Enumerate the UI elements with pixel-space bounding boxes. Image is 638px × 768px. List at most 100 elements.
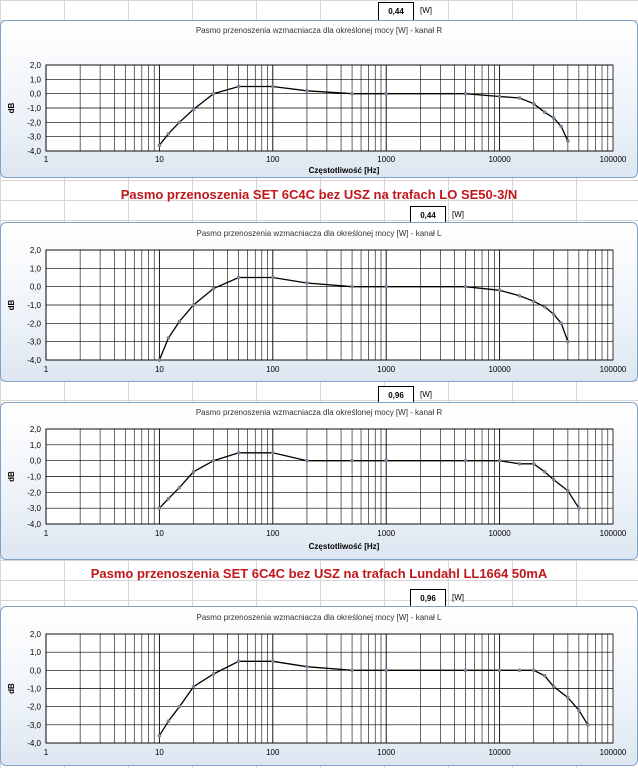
data-point — [191, 107, 196, 112]
y-tick-label: 2,0 — [30, 630, 42, 639]
data-point — [305, 89, 309, 93]
heading-lundahl: Pasmo przenoszenia SET 6C4C bez USZ na t… — [90, 566, 548, 581]
data-point — [531, 462, 536, 466]
y-tick-label: -1,0 — [27, 685, 41, 694]
data-point — [236, 450, 241, 455]
x-tick-label: 1000 — [377, 748, 395, 757]
data-point — [166, 132, 171, 136]
y-tick-label: 1,0 — [30, 648, 42, 657]
chart-title: Pasmo przenoszenia wzmacniacza dla okreś… — [197, 229, 443, 238]
chart-3-svg: Pasmo przenoszenia wzmacniacza dla okreś… — [7, 408, 627, 551]
y-tick-label: -2,0 — [27, 703, 41, 712]
chart-1-channel-r: Pasmo przenoszenia wzmacniacza dla okreś… — [0, 20, 638, 178]
y-tick-label: 0,0 — [30, 457, 42, 466]
data-point — [463, 458, 468, 463]
data-point — [270, 84, 275, 89]
chart-title: Pasmo przenoszenia wzmacniacza dla okreś… — [196, 26, 443, 35]
x-tick-label: 1 — [44, 529, 49, 538]
x-tick-label: 10000 — [488, 529, 511, 538]
x-tick-label: 100 — [266, 155, 280, 164]
y-axis-label: dB — [7, 299, 16, 310]
data-point — [191, 303, 196, 307]
data-point — [566, 488, 570, 493]
power-value-1: 0,44 — [378, 2, 414, 21]
y-tick-label: 1,0 — [30, 441, 42, 450]
data-point — [542, 110, 547, 115]
x-tick-label: 100000 — [600, 748, 627, 757]
data-point — [542, 305, 547, 309]
data-point — [517, 462, 522, 466]
data-point — [497, 668, 502, 673]
data-point — [586, 723, 590, 727]
data-point — [542, 469, 547, 474]
data-point — [236, 275, 241, 280]
y-tick-label: -1,0 — [27, 473, 41, 482]
data-point — [166, 336, 171, 340]
data-point — [211, 672, 216, 676]
data-point — [166, 496, 171, 501]
data-point — [157, 733, 162, 738]
chart-2-channel-l: Pasmo przenoszenia wzmacniacza dla okreś… — [0, 222, 638, 382]
x-tick-label: 10 — [155, 529, 164, 538]
y-tick-label: -4,0 — [27, 356, 41, 365]
data-point — [531, 101, 536, 106]
x-tick-label: 10000 — [488, 365, 511, 374]
x-tick-label: 100 — [266, 529, 280, 538]
data-point — [531, 668, 536, 673]
y-tick-label: 0,0 — [30, 90, 42, 99]
data-point — [577, 708, 581, 713]
y-axis-label: dB — [7, 683, 16, 694]
data-point — [305, 458, 309, 463]
y-tick-label: -4,0 — [27, 739, 41, 748]
y-tick-label: -3,0 — [27, 338, 41, 347]
x-tick-label: 100000 — [600, 529, 627, 538]
y-tick-label: -1,0 — [27, 301, 41, 310]
x-tick-label: 1 — [44, 748, 49, 757]
data-point — [157, 143, 162, 148]
x-tick-label: 1 — [44, 365, 49, 374]
chart-4-svg: Pasmo przenoszenia wzmacniacza dla okreś… — [7, 613, 627, 757]
data-point — [566, 339, 570, 344]
data-point — [559, 321, 564, 326]
data-point — [542, 673, 547, 678]
data-point — [191, 684, 196, 689]
data-point — [236, 84, 241, 89]
power-unit-1: [W] — [420, 6, 432, 15]
chart-title: Pasmo przenoszenia wzmacniacza dla okreś… — [196, 408, 443, 417]
data-point — [236, 659, 241, 664]
data-point — [517, 294, 522, 298]
y-tick-label: -2,0 — [27, 118, 41, 127]
y-tick-label: 2,0 — [30, 425, 42, 434]
chart-1-svg: Pasmo przenoszenia wzmacniacza dla okreś… — [7, 26, 627, 175]
data-point — [497, 288, 502, 293]
y-axis-label: dB — [7, 471, 16, 482]
data-point — [211, 286, 216, 291]
data-point — [517, 668, 522, 673]
x-tick-label: 10 — [155, 748, 164, 757]
x-tick-label: 10 — [155, 365, 164, 374]
data-point — [157, 506, 162, 510]
chart-3-channel-r: Pasmo przenoszenia wzmacniacza dla okreś… — [0, 402, 638, 560]
data-point — [157, 358, 162, 362]
x-axis-label: Częstotliwość [Hz] — [309, 166, 380, 175]
data-point — [211, 91, 216, 96]
y-tick-label: 1,0 — [30, 264, 42, 273]
data-point — [166, 719, 171, 723]
x-tick-label: 1000 — [377, 529, 395, 538]
power-unit-3: [W] — [420, 390, 432, 399]
power-unit-4: [W] — [452, 593, 464, 602]
y-tick-label: -2,0 — [27, 488, 41, 497]
x-tick-label: 1 — [44, 155, 49, 164]
data-point — [517, 96, 522, 100]
data-point — [211, 458, 216, 463]
x-tick-label: 100 — [266, 748, 280, 757]
y-tick-label: -1,0 — [27, 104, 41, 113]
y-tick-label: -4,0 — [27, 147, 41, 156]
data-point — [566, 139, 570, 143]
data-point — [350, 284, 354, 289]
series-line — [158, 452, 580, 509]
chart-4-channel-l: Pasmo przenoszenia wzmacniacza dla okreś… — [0, 606, 638, 766]
y-axis-label: dB — [7, 102, 16, 113]
data-point — [270, 275, 275, 280]
data-point — [463, 668, 468, 673]
